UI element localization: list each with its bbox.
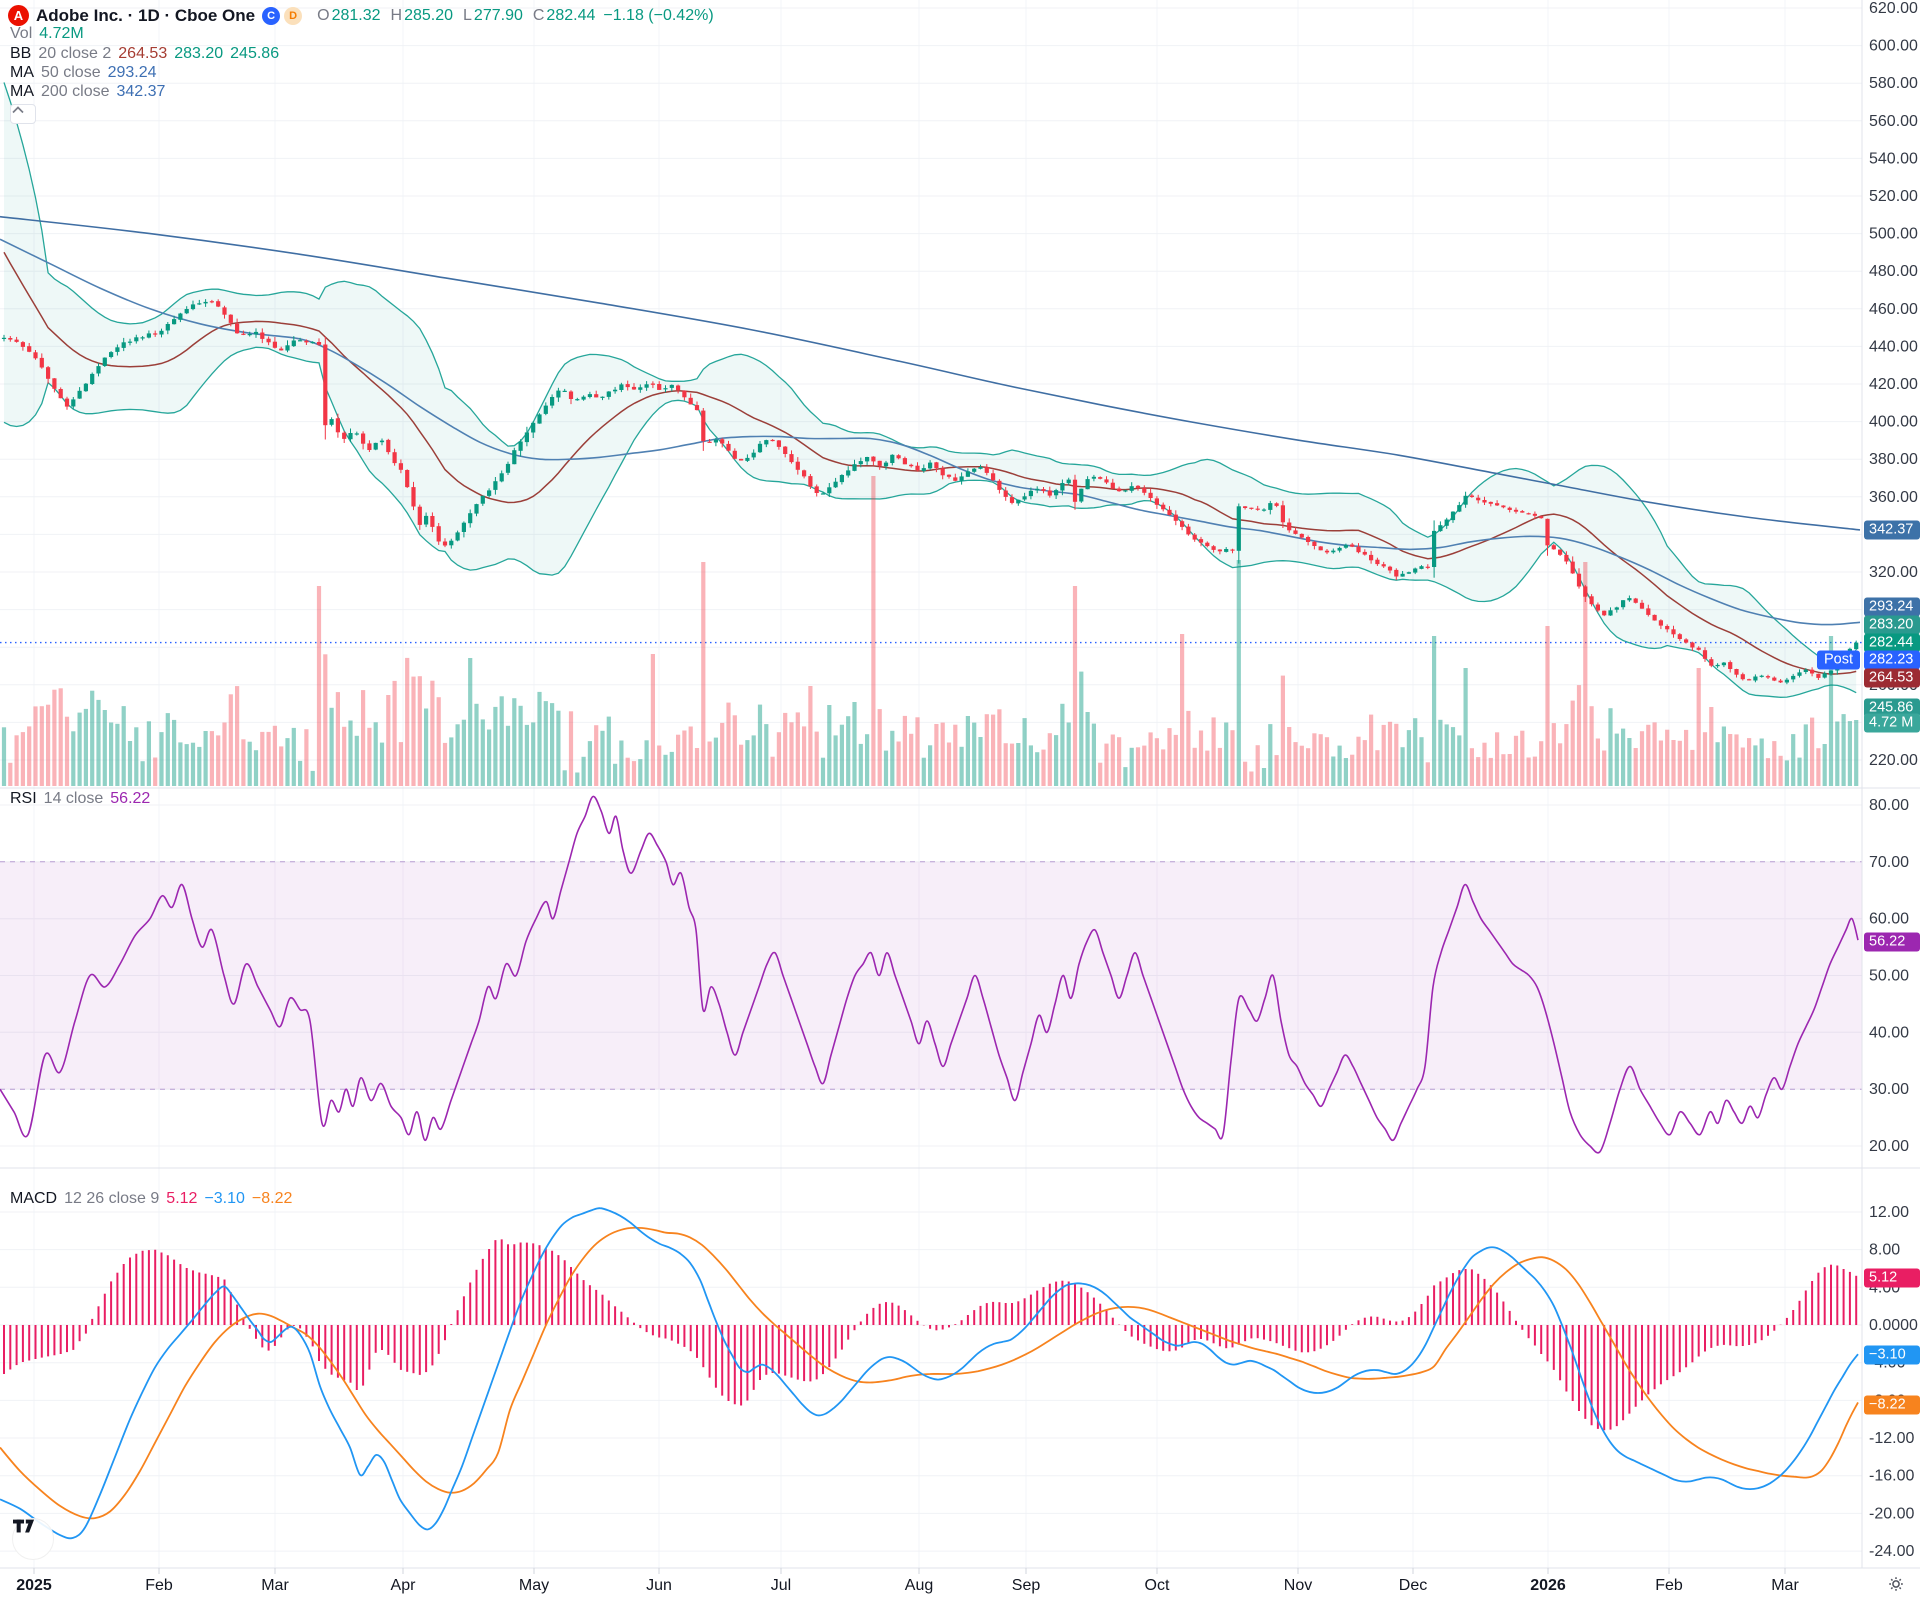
svg-text:440.00: 440.00: [1869, 338, 1918, 355]
svg-text:-16.00: -16.00: [1869, 1468, 1914, 1485]
svg-text:12.00: 12.00: [1869, 1204, 1909, 1221]
svg-text:Jul: Jul: [771, 1577, 791, 1594]
tradingview-logo[interactable]: [12, 1518, 54, 1560]
svg-text:4.00: 4.00: [1869, 1279, 1900, 1296]
svg-text:600.00: 600.00: [1869, 38, 1918, 55]
tradingview-logo-icon: [13, 1519, 35, 1533]
svg-text:540.00: 540.00: [1869, 150, 1918, 167]
svg-text:240.00: 240.00: [1869, 714, 1918, 731]
svg-text:-24.00: -24.00: [1869, 1543, 1914, 1560]
svg-text:420.00: 420.00: [1869, 376, 1918, 393]
svg-text:50.00: 50.00: [1869, 968, 1909, 985]
collapse-legend-button[interactable]: [10, 104, 36, 124]
svg-text:-20.00: -20.00: [1869, 1505, 1914, 1522]
svg-text:2026: 2026: [1530, 1577, 1566, 1594]
svg-text:300.00: 300.00: [1869, 602, 1918, 619]
svg-text:20.00: 20.00: [1869, 1138, 1909, 1155]
svg-text:Feb: Feb: [145, 1577, 173, 1594]
svg-text:80.00: 80.00: [1869, 797, 1909, 814]
svg-text:500.00: 500.00: [1869, 226, 1918, 243]
svg-text:Apr: Apr: [391, 1577, 417, 1594]
svg-text:-4.00: -4.00: [1869, 1355, 1906, 1372]
svg-text:380.00: 380.00: [1869, 451, 1918, 468]
svg-text:2025: 2025: [16, 1577, 52, 1594]
svg-text:Mar: Mar: [261, 1577, 289, 1594]
chevron-up-icon: [12, 106, 24, 114]
svg-text:8.00: 8.00: [1869, 1242, 1900, 1259]
svg-text:580.00: 580.00: [1869, 75, 1918, 92]
svg-text:620.00: 620.00: [1869, 0, 1918, 17]
svg-text:70.00: 70.00: [1869, 854, 1909, 871]
svg-text:Dec: Dec: [1399, 1577, 1427, 1594]
svg-text:Jun: Jun: [646, 1577, 672, 1594]
svg-text:Nov: Nov: [1284, 1577, 1312, 1594]
svg-text:280.00: 280.00: [1869, 639, 1918, 656]
svg-text:260.00: 260.00: [1869, 677, 1918, 694]
svg-text:30.00: 30.00: [1869, 1081, 1909, 1098]
axis-settings-button[interactable]: [1886, 1574, 1906, 1594]
svg-text:Sep: Sep: [1012, 1577, 1041, 1594]
svg-text:-8.00: -8.00: [1869, 1392, 1906, 1409]
gear-icon: [1889, 1577, 1903, 1591]
svg-text:0.0000: 0.0000: [1869, 1317, 1918, 1334]
svg-text:320.00: 320.00: [1869, 564, 1918, 581]
svg-text:40.00: 40.00: [1869, 1024, 1909, 1041]
svg-text:220.00: 220.00: [1869, 752, 1918, 769]
svg-text:-12.00: -12.00: [1869, 1430, 1914, 1447]
svg-text:Feb: Feb: [1655, 1577, 1683, 1594]
svg-text:340.00: 340.00: [1869, 526, 1918, 543]
svg-text:360.00: 360.00: [1869, 489, 1918, 506]
svg-text:560.00: 560.00: [1869, 113, 1918, 130]
svg-text:60.00: 60.00: [1869, 911, 1909, 928]
svg-text:May: May: [519, 1577, 549, 1594]
svg-text:Oct: Oct: [1145, 1577, 1170, 1594]
svg-text:460.00: 460.00: [1869, 301, 1918, 318]
svg-text:Aug: Aug: [905, 1577, 933, 1594]
svg-text:Mar: Mar: [1771, 1577, 1799, 1594]
svg-text:480.00: 480.00: [1869, 263, 1918, 280]
svg-text:400.00: 400.00: [1869, 414, 1918, 431]
svg-text:520.00: 520.00: [1869, 188, 1918, 205]
